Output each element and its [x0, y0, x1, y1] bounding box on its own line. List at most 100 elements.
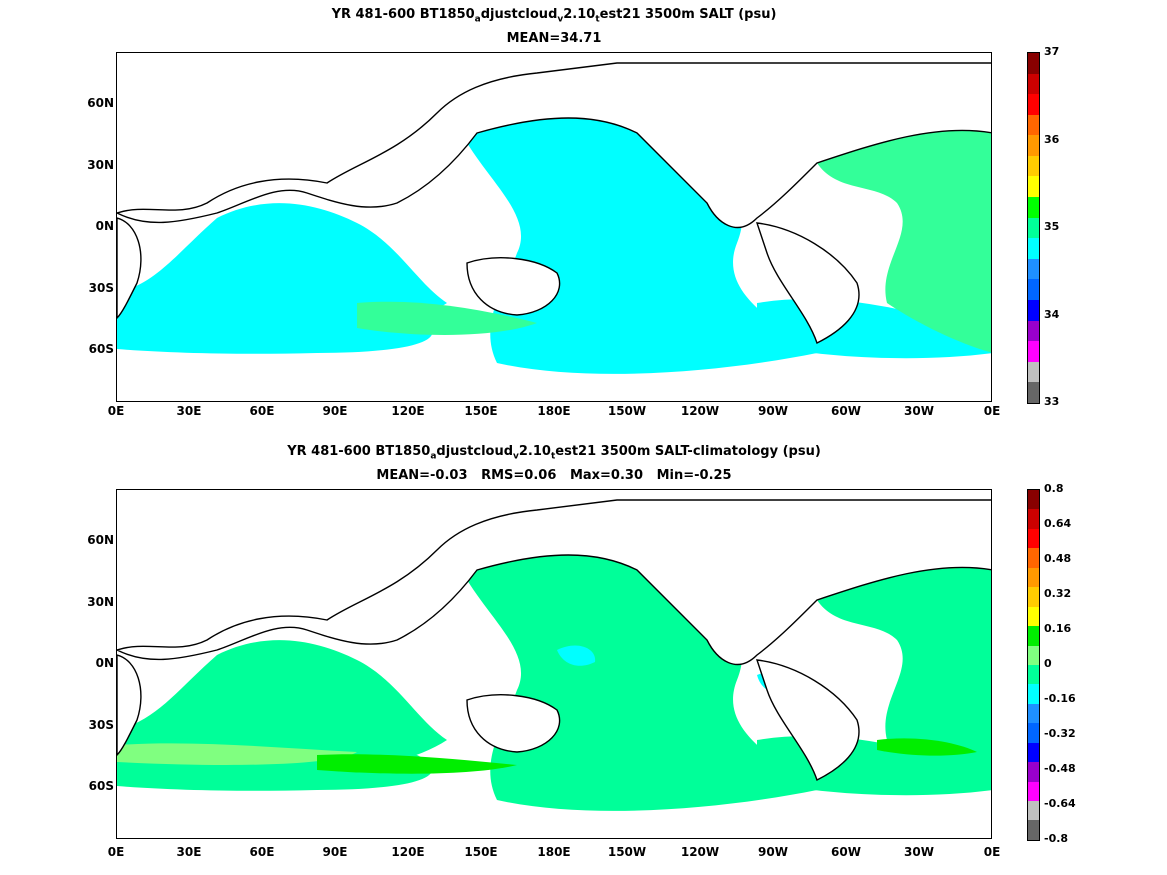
colorbar-segment — [1028, 645, 1039, 665]
title-part: djustcloud — [480, 7, 558, 22]
panel1-lat-label: 60N — [87, 96, 114, 110]
colorbar-segment — [1028, 548, 1039, 568]
panel1-title: YR 481-600 BT1850adjustcloudv2.10test21 … — [116, 6, 992, 29]
lon-label: 0E — [983, 404, 1001, 418]
colorbar-tick-label: 0.16 — [1044, 622, 1072, 635]
panel1-stats: MEAN=34.71 — [506, 31, 602, 46]
lon-label: 60W — [831, 404, 861, 418]
lon-label: 60E — [249, 845, 275, 859]
positive-anomaly-core — [317, 754, 517, 774]
panel2-map-svg — [117, 499, 991, 811]
lon-label: 90W — [758, 404, 788, 418]
lon-label: 150E — [464, 404, 498, 418]
title-subscript: t — [550, 451, 556, 462]
panel2-lat-label: 60N — [87, 533, 114, 547]
lon-label: 60W — [831, 845, 861, 859]
colorbar-segment — [1028, 341, 1039, 362]
lon-label: 0E — [107, 404, 125, 418]
lon-label: 90E — [322, 404, 348, 418]
colorbar-segment — [1028, 299, 1039, 321]
panel1-ocean-field — [117, 111, 991, 401]
colorbar-tick-label: 0.32 — [1044, 587, 1072, 600]
colorbar-segment — [1028, 723, 1039, 743]
colorbar-segment — [1028, 509, 1039, 529]
panel1-lat-label: 0N — [95, 219, 114, 233]
panel2-lat-label: 30S — [88, 718, 114, 732]
colorbar-tick-label: 37 — [1044, 45, 1060, 58]
colorbar-tick-label: -0.48 — [1044, 762, 1076, 775]
lon-label: 30E — [176, 845, 202, 859]
lon-label: 30E — [176, 404, 202, 418]
colorbar-segment — [1028, 135, 1039, 156]
colorbar-segment — [1028, 606, 1039, 627]
colorbar-segment — [1028, 664, 1039, 685]
colorbar-tick-label: 0 — [1044, 657, 1052, 670]
colorbar-segment — [1028, 279, 1039, 300]
colorbar-segment — [1028, 762, 1039, 782]
panel2-ocean-field — [117, 548, 991, 811]
lon-label: 120W — [680, 404, 720, 418]
title-subscript: a — [474, 14, 481, 25]
title-part: YR 481-600 BT1850 — [287, 444, 431, 459]
lon-label: 120E — [391, 845, 425, 859]
title-subscript: a — [430, 451, 437, 462]
colorbar-segment — [1028, 73, 1039, 95]
negative-anomaly-spot — [557, 645, 596, 666]
lon-label: 150E — [464, 845, 498, 859]
colorbar-segment — [1028, 217, 1039, 239]
colorbar-segment — [1028, 528, 1039, 549]
panel1-colorbar — [1027, 52, 1040, 404]
lon-label: 150W — [607, 404, 647, 418]
panel1-lat-label: 30N — [87, 158, 114, 172]
title-subscript: v — [557, 14, 564, 25]
title-part: 2.10 — [563, 7, 596, 22]
colorbar-segment — [1028, 155, 1039, 177]
colorbar-segment — [1028, 567, 1039, 588]
colorbar-segment — [1028, 176, 1039, 198]
panel1-land — [117, 53, 991, 344]
panel1-lat-label: 60S — [88, 342, 114, 356]
lon-label: 180E — [537, 845, 571, 859]
panel1-map-svg — [117, 53, 991, 401]
southern-ocean-west — [117, 301, 433, 354]
panel2-lat-label: 30N — [87, 595, 114, 609]
panel2-colorbar — [1027, 489, 1040, 841]
colorbar-segment — [1028, 258, 1039, 280]
colorbar-segment — [1028, 820, 1039, 840]
colorbar-segment — [1028, 684, 1039, 704]
colorbar-tick-label: 35 — [1044, 220, 1060, 233]
colorbar-segment — [1028, 53, 1039, 74]
lon-label: 60E — [249, 404, 275, 418]
colorbar-tick-label: 34 — [1044, 307, 1060, 321]
title-part: djustcloud — [436, 444, 514, 459]
colorbar-segment — [1028, 238, 1039, 259]
colorbar-tick-label: -0.16 — [1044, 692, 1076, 705]
panel1-lat-label: 30S — [88, 281, 114, 295]
colorbar-segment — [1028, 382, 1039, 403]
lon-label: 120W — [680, 845, 720, 859]
title-part: est21 3500m SALT (psu) — [599, 7, 777, 22]
colorbar-segment — [1028, 703, 1039, 724]
colorbar-segment — [1028, 94, 1039, 115]
panel2-lat-label: 0N — [95, 656, 114, 670]
colorbar-tick-label: 0.64 — [1044, 517, 1072, 530]
title-part: est21 3500m SALT-climatology (psu) — [555, 444, 821, 459]
panel2-lat-label: 60S — [88, 779, 114, 793]
panel2-title: YR 481-600 BT1850adjustcloudv2.10test21 … — [116, 443, 992, 466]
positive-anomaly-band — [117, 743, 357, 765]
colorbar-segment — [1028, 801, 1039, 821]
colorbar-tick-label: -0.64 — [1044, 797, 1076, 810]
colorbar-segment — [1028, 490, 1039, 510]
colorbar-tick-label: 36 — [1044, 132, 1060, 146]
colorbar-tick-label: -0.32 — [1044, 727, 1076, 740]
colorbar-segment — [1028, 587, 1039, 607]
colorbar-segment — [1028, 742, 1039, 763]
lon-label: 180E — [537, 404, 571, 418]
panel2-land — [117, 499, 991, 781]
colorbar-segment — [1028, 626, 1039, 646]
colorbar-segment — [1028, 114, 1039, 136]
lon-label: 90W — [758, 845, 788, 859]
lon-label: 120E — [391, 404, 425, 418]
title-part: YR 481-600 BT1850 — [331, 7, 475, 22]
lon-label: 30W — [904, 404, 934, 418]
